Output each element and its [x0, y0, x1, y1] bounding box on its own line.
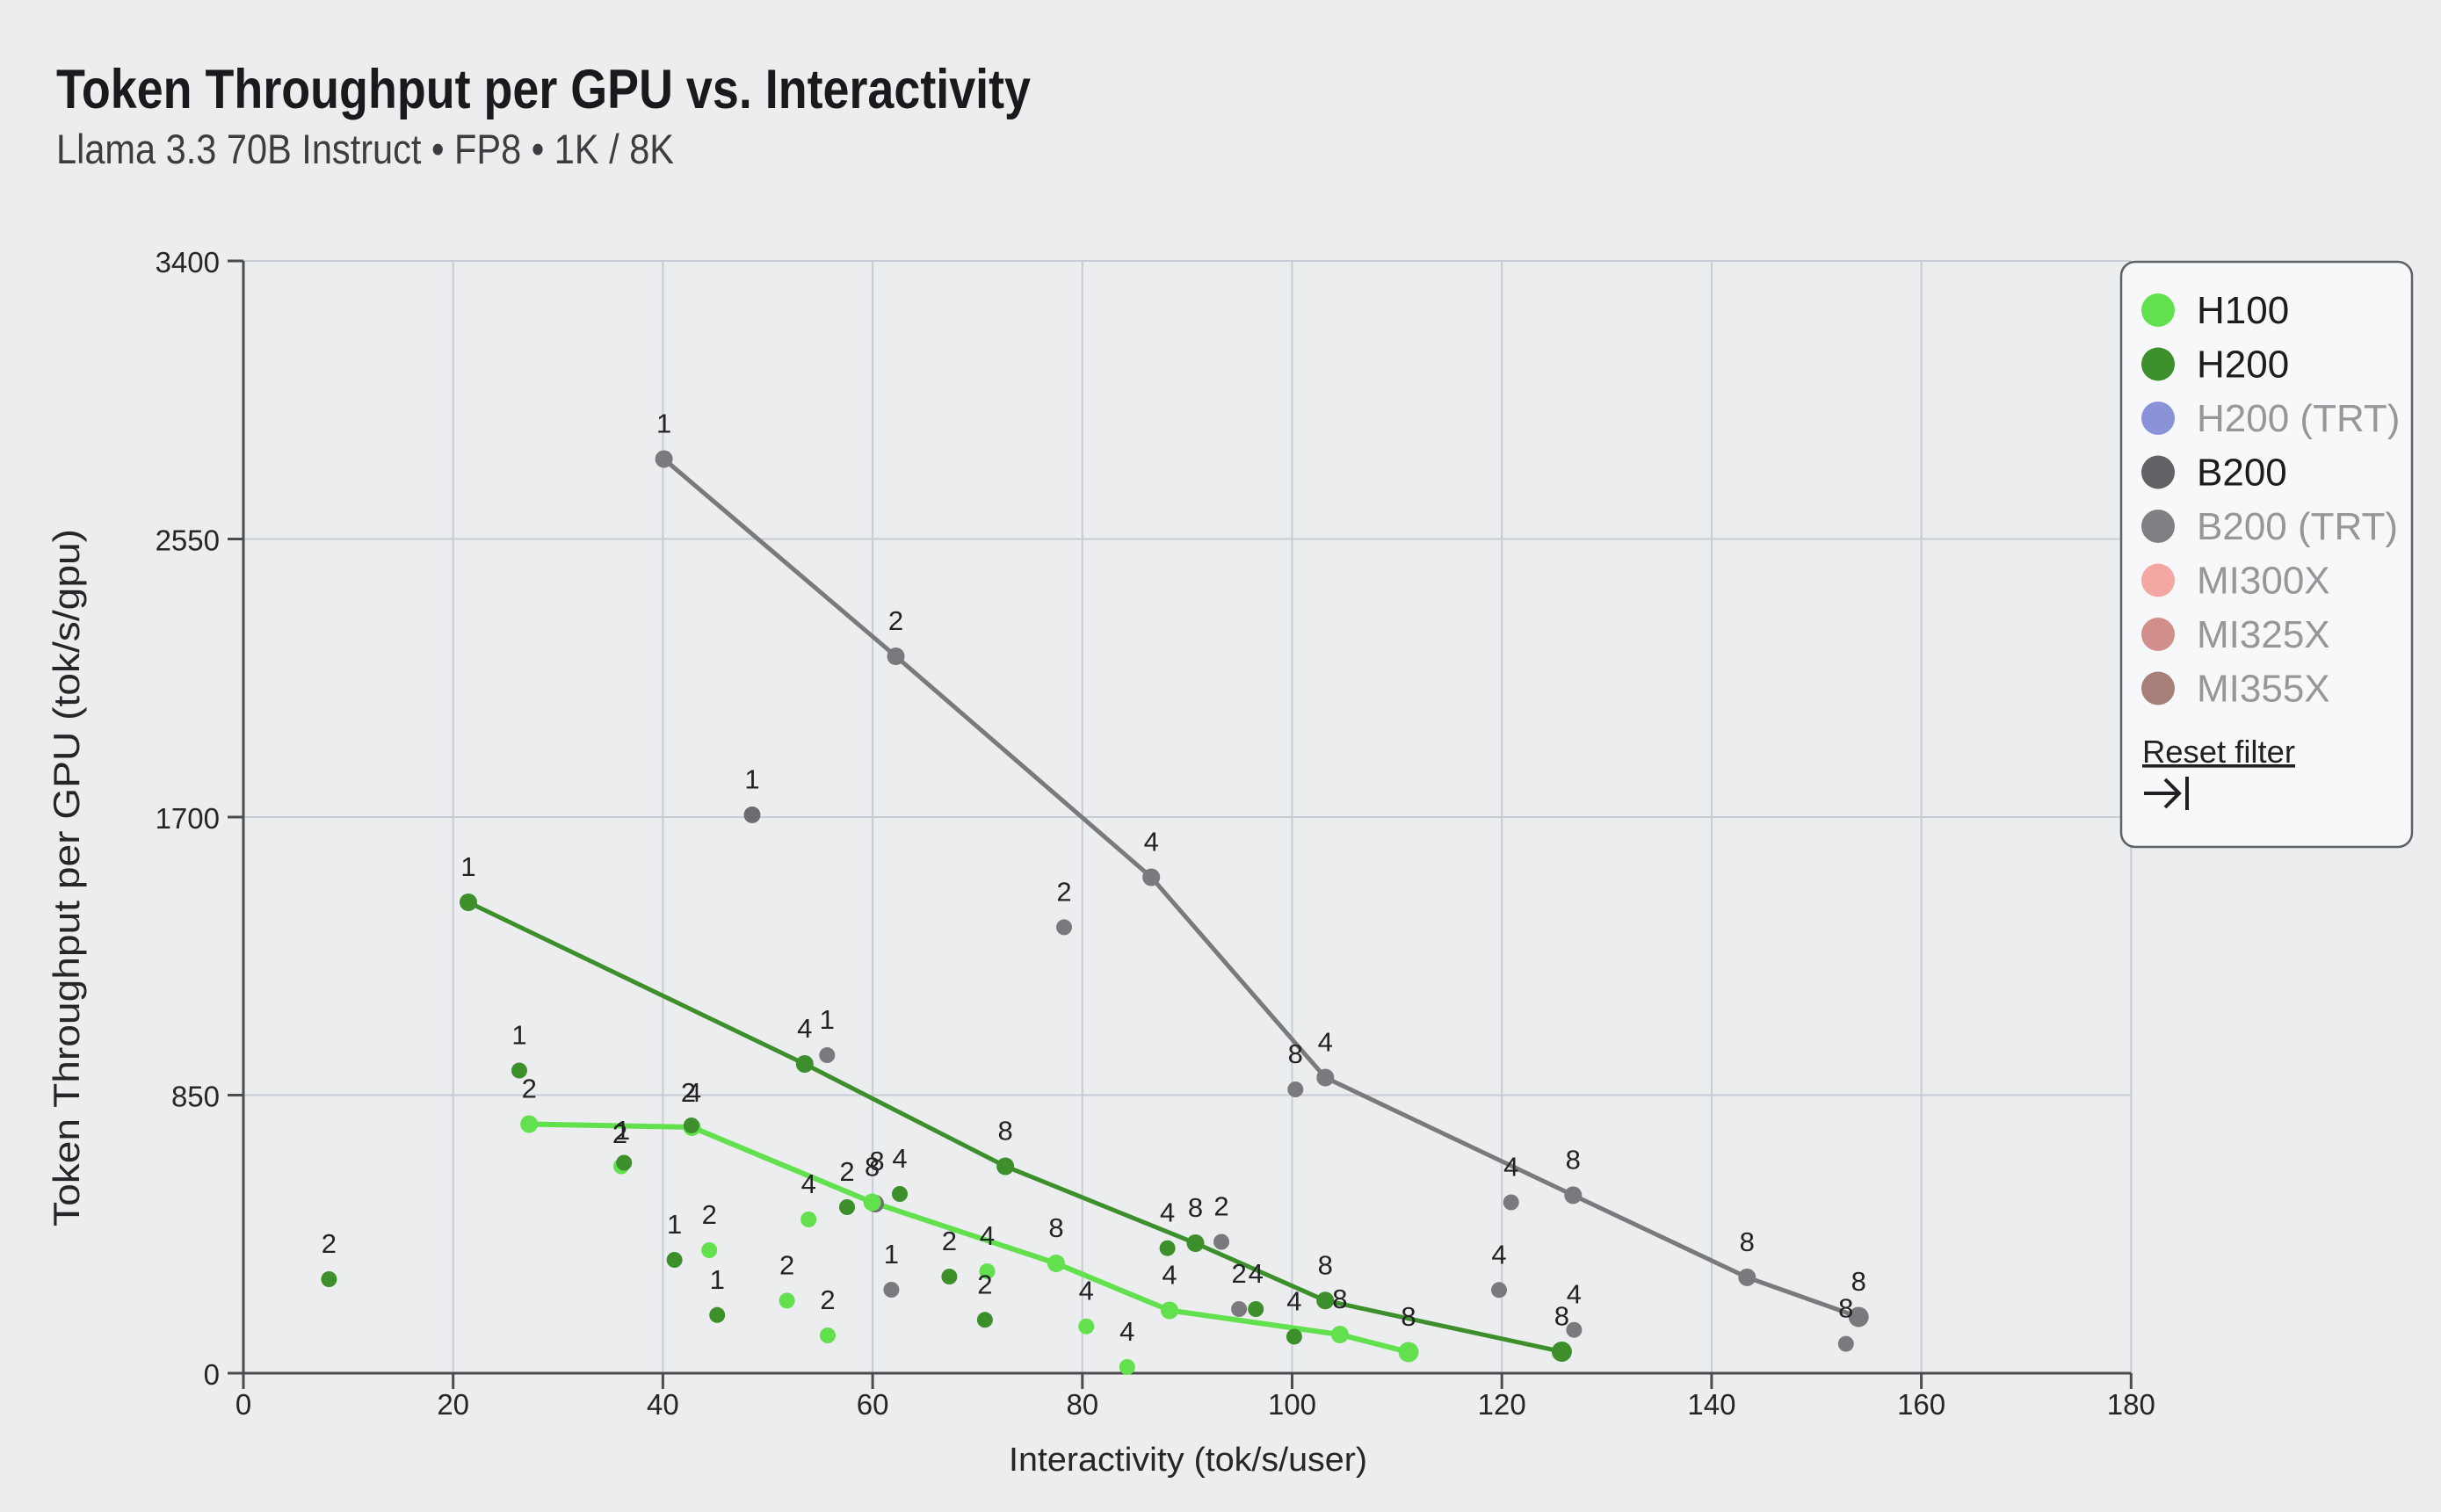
svg-text:4: 4 [801, 1168, 816, 1199]
svg-text:H200: H200 [2197, 344, 2289, 387]
svg-text:MI300X: MI300X [2197, 560, 2330, 603]
svg-text:8: 8 [1851, 1266, 1866, 1297]
svg-text:B200 (TRT): B200 (TRT) [2197, 505, 2398, 548]
svg-text:B200: B200 [2197, 452, 2287, 495]
svg-text:4: 4 [1567, 1279, 1582, 1310]
svg-text:2: 2 [779, 1249, 794, 1280]
svg-text:8: 8 [1288, 1038, 1303, 1069]
svg-text:160: 160 [1897, 1388, 1945, 1421]
svg-text:8: 8 [1401, 1301, 1416, 1332]
svg-text:2: 2 [1231, 1258, 1246, 1289]
svg-text:0: 0 [235, 1388, 251, 1421]
svg-text:MI325X: MI325X [2197, 613, 2330, 656]
svg-text:8: 8 [1048, 1212, 1063, 1243]
svg-text:Token Throughput per GPU (tok/: Token Throughput per GPU (tok/s/gpu) [46, 529, 87, 1226]
svg-text:40: 40 [647, 1388, 679, 1421]
svg-text:2: 2 [681, 1077, 696, 1108]
svg-text:1: 1 [656, 409, 671, 439]
svg-text:1: 1 [710, 1264, 725, 1295]
svg-text:4: 4 [1503, 1152, 1518, 1183]
svg-text:2: 2 [977, 1269, 992, 1299]
svg-text:4: 4 [1286, 1285, 1301, 1316]
svg-text:Llama 3.3 70B Instruct • FP8 •: Llama 3.3 70B Instruct • FP8 • 1K / 8K [56, 126, 674, 172]
svg-text:2: 2 [820, 1284, 835, 1315]
svg-text:850: 850 [171, 1081, 220, 1113]
svg-text:4: 4 [686, 1077, 701, 1108]
svg-text:1700: 1700 [156, 802, 220, 835]
svg-text:8: 8 [1318, 1249, 1333, 1280]
svg-text:2: 2 [612, 1118, 627, 1149]
svg-text:2: 2 [1056, 876, 1071, 907]
svg-text:2: 2 [522, 1074, 537, 1104]
svg-text:4: 4 [1119, 1316, 1134, 1347]
svg-text:1: 1 [884, 1239, 899, 1270]
svg-text:100: 100 [1268, 1388, 1316, 1421]
svg-text:4: 4 [1249, 1258, 1264, 1289]
svg-text:8: 8 [1554, 1301, 1569, 1332]
svg-text:4: 4 [1079, 1276, 1094, 1306]
svg-text:MI355X: MI355X [2197, 668, 2330, 711]
svg-text:1: 1 [460, 851, 475, 882]
svg-text:H100: H100 [2197, 289, 2289, 332]
svg-text:2: 2 [1213, 1191, 1228, 1222]
svg-text:8: 8 [1332, 1284, 1347, 1314]
svg-text:4: 4 [1144, 827, 1159, 857]
svg-text:Token Throughput per GPU vs. I: Token Throughput per GPU vs. Interactivi… [56, 59, 1031, 120]
svg-text:3400: 3400 [156, 246, 220, 279]
svg-text:4: 4 [892, 1143, 907, 1174]
svg-text:20: 20 [437, 1388, 469, 1421]
svg-text:4: 4 [1491, 1239, 1506, 1270]
svg-text:1: 1 [667, 1209, 682, 1240]
svg-text:8: 8 [1740, 1226, 1755, 1257]
svg-text:H200 (TRT): H200 (TRT) [2197, 397, 2400, 440]
svg-text:0: 0 [204, 1358, 220, 1391]
svg-text:Interactivity (tok/s/user): Interactivity (tok/s/user) [1009, 1442, 1367, 1479]
svg-text:60: 60 [857, 1388, 889, 1421]
svg-text:80: 80 [1066, 1388, 1098, 1421]
svg-text:1: 1 [744, 764, 759, 795]
svg-text:140: 140 [1687, 1388, 1735, 1421]
svg-text:1: 1 [820, 1004, 835, 1035]
svg-text:2: 2 [839, 1156, 854, 1187]
svg-text:Reset filter: Reset filter [2142, 734, 2295, 770]
svg-text:4: 4 [1318, 1027, 1333, 1058]
svg-text:8: 8 [869, 1146, 884, 1176]
svg-text:4: 4 [980, 1220, 995, 1251]
svg-text:2: 2 [942, 1226, 957, 1256]
svg-text:8: 8 [1838, 1293, 1853, 1324]
svg-text:180: 180 [2107, 1388, 2155, 1421]
svg-text:2: 2 [322, 1228, 337, 1259]
svg-text:4: 4 [1160, 1197, 1175, 1228]
svg-text:1: 1 [511, 1020, 526, 1051]
svg-text:120: 120 [1478, 1388, 1526, 1421]
svg-text:8: 8 [997, 1116, 1012, 1147]
svg-text:4: 4 [797, 1013, 812, 1044]
svg-text:2: 2 [702, 1199, 717, 1230]
svg-text:2550: 2550 [156, 524, 220, 557]
svg-text:1: 1 [615, 1115, 630, 1146]
svg-text:8: 8 [1188, 1192, 1203, 1223]
svg-text:8: 8 [1566, 1144, 1581, 1175]
svg-text:2: 2 [888, 605, 903, 636]
svg-text:4: 4 [1162, 1260, 1177, 1291]
svg-text:8: 8 [865, 1152, 880, 1183]
